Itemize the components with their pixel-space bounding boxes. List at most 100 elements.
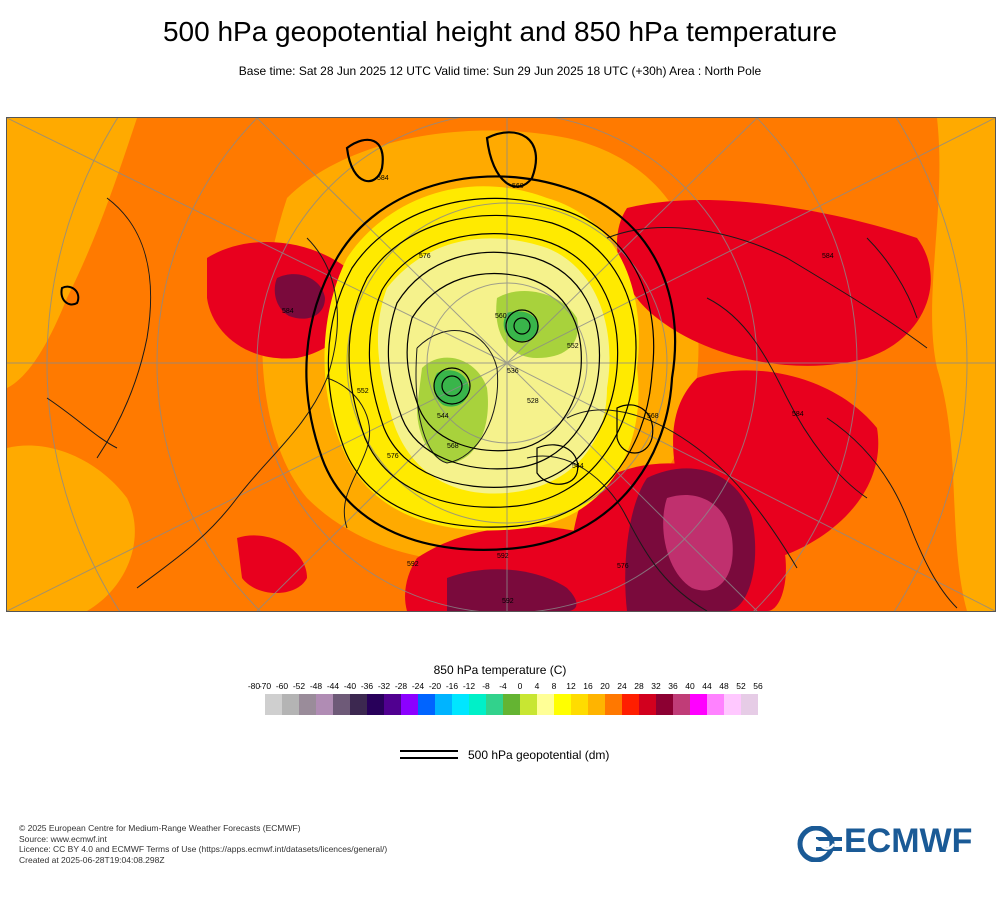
colorbar-swatch	[673, 694, 690, 715]
colorbar-tick-label: -20	[428, 681, 442, 691]
colorbar-swatch	[282, 694, 299, 715]
field-hot-europe	[447, 569, 577, 611]
colorbar-tick-label: 24	[617, 681, 627, 691]
colorbar-swatch	[588, 694, 605, 715]
colorbar-swatch	[384, 694, 401, 715]
map-panel[interactable]: 592 584 576 568 560 552 544 536 528 584 …	[6, 117, 996, 612]
colorbar-swatch	[401, 694, 418, 715]
polar-map[interactable]: 592 584 576 568 560 552 544 536 528 584 …	[7, 118, 995, 611]
colorbar-tick-label: 0	[517, 681, 523, 691]
colorbar-tick-label: 16	[583, 681, 593, 691]
colorbar-swatch	[690, 694, 707, 715]
credit-line: Licence: CC BY 4.0 and ECMWF Terms of Us…	[19, 844, 388, 854]
colorbar-tick-label: -52	[292, 681, 306, 691]
contour-label: 584	[377, 175, 389, 182]
colorbar-tick-label: 20	[600, 681, 610, 691]
field-veryhot-africa	[663, 494, 733, 591]
colorbar-tick-label: 36	[668, 681, 678, 691]
field-green-core2	[503, 311, 539, 342]
colorbar-tick-label: -70	[258, 681, 272, 691]
colorbar-tick-label: 4	[534, 681, 540, 691]
contour-label: 576	[387, 453, 399, 460]
colorbar-swatch	[367, 694, 384, 715]
contour-label: 552	[357, 388, 369, 395]
colorbar-swatch	[537, 694, 554, 715]
credit-line: Source: www.ecmwf.int	[19, 833, 107, 844]
colorbar-swatch	[741, 694, 758, 715]
colorbar-swatch	[622, 694, 639, 715]
colorbar-swatch	[452, 694, 469, 715]
credit-line: Created at 2025-06-28T19:04:08.298Z	[19, 854, 165, 865]
colorbar-swatch	[554, 694, 571, 715]
contour-label: 584	[792, 411, 804, 418]
field-mild-west	[7, 118, 137, 388]
ecmwf-logo[interactable]: ECMWF	[794, 822, 984, 862]
colorbar-swatch	[299, 694, 316, 715]
colorbar-tick-label: -80	[247, 681, 261, 691]
contour-label: 592	[497, 553, 509, 560]
colorbar-swatch	[418, 694, 435, 715]
geopotential-legend-line-icon	[400, 750, 458, 762]
contour-label: 584	[822, 253, 834, 260]
colorbar-swatch	[656, 694, 673, 715]
colorbar-tick-label: -12	[462, 681, 476, 691]
colorbar-swatch	[724, 694, 741, 715]
colorbar-tick-label: 52	[736, 681, 746, 691]
contour-label: 536	[507, 368, 519, 375]
geopotential-legend-label: 500 hPa geopotential (dm)	[468, 748, 610, 762]
contour-label: 576	[419, 253, 431, 260]
contour-label: 584	[282, 308, 294, 315]
colorbar-swatch	[469, 694, 486, 715]
contour-label: 592	[502, 598, 514, 605]
colorbar-swatch	[639, 694, 656, 715]
colorbar-swatch	[503, 694, 520, 715]
coastlines	[46, 197, 958, 611]
colorbar-swatch	[707, 694, 724, 715]
contour-label: 576	[617, 563, 629, 570]
contour-labels: 592 584 576 568 560 552 544 536 528 584 …	[282, 175, 834, 605]
colorbar-tick-label: -8	[482, 681, 490, 691]
chart-title: 500 hPa geopotential height and 850 hPa …	[162, 16, 838, 47]
colorbar-swatch	[435, 694, 452, 715]
colorbar-swatch	[605, 694, 622, 715]
colorbar-tick-label: -44	[326, 681, 340, 691]
colorbar-tick-label: -24	[411, 681, 425, 691]
temperature-legend-title: 850 hPa temperature (C)	[433, 663, 567, 677]
contour-label: 528	[527, 398, 539, 405]
colorbar-tick-label: -36	[360, 681, 374, 691]
contour-label: 568	[647, 413, 659, 420]
field-mild-east	[932, 118, 995, 611]
chart-subtitle: Base time: Sat 28 Jun 2025 12 UTC Valid …	[238, 64, 762, 78]
colorbar-tick-label: 12	[566, 681, 576, 691]
colorbar-swatch	[520, 694, 537, 715]
contour-label: 560	[512, 183, 524, 190]
colorbar-tick-label: 56	[753, 681, 763, 691]
contour-label: 592	[407, 561, 419, 568]
temperature-colorbar	[265, 694, 758, 715]
contour-label: 568	[447, 443, 459, 450]
graticule	[7, 118, 995, 611]
ecmwf-logo-mark-icon	[797, 826, 842, 862]
field-mild-southwest	[7, 445, 135, 611]
credits: © 2025 European Centre for Medium-Range …	[19, 823, 387, 865]
colorbar-tick-label: 40	[685, 681, 695, 691]
colorbar-swatch	[265, 694, 282, 715]
colorbar-tick-label: 32	[651, 681, 661, 691]
colorbar-tick-label: -60	[275, 681, 289, 691]
colorbar-tick-label: -4	[499, 681, 507, 691]
colorbar-tick-label: -40	[343, 681, 357, 691]
colorbar-tick-label: -32	[377, 681, 391, 691]
temperature-legend-ticks: -80 -70 -60 -52 -48 -44 -40 -36 -32 -28 -24 -20 -16-…	[240, 681, 763, 693]
colorbar-swatch	[571, 694, 588, 715]
colorbar-tick-label: -28	[394, 681, 408, 691]
contour-label: 544	[572, 463, 584, 470]
colorbar-tick-label: -16	[445, 681, 459, 691]
contour-label: 560	[495, 313, 507, 320]
colorbar-swatch	[333, 694, 350, 715]
ecmwf-logo-text: ECMWF	[844, 822, 973, 860]
contour-label: 552	[567, 343, 579, 350]
credit-line: © 2025 European Centre for Medium-Range …	[19, 823, 301, 833]
geopotential-legend: 500 hPa geopotential (dm)	[400, 748, 700, 768]
colorbar-swatch	[486, 694, 503, 715]
colorbar-swatch	[350, 694, 367, 715]
